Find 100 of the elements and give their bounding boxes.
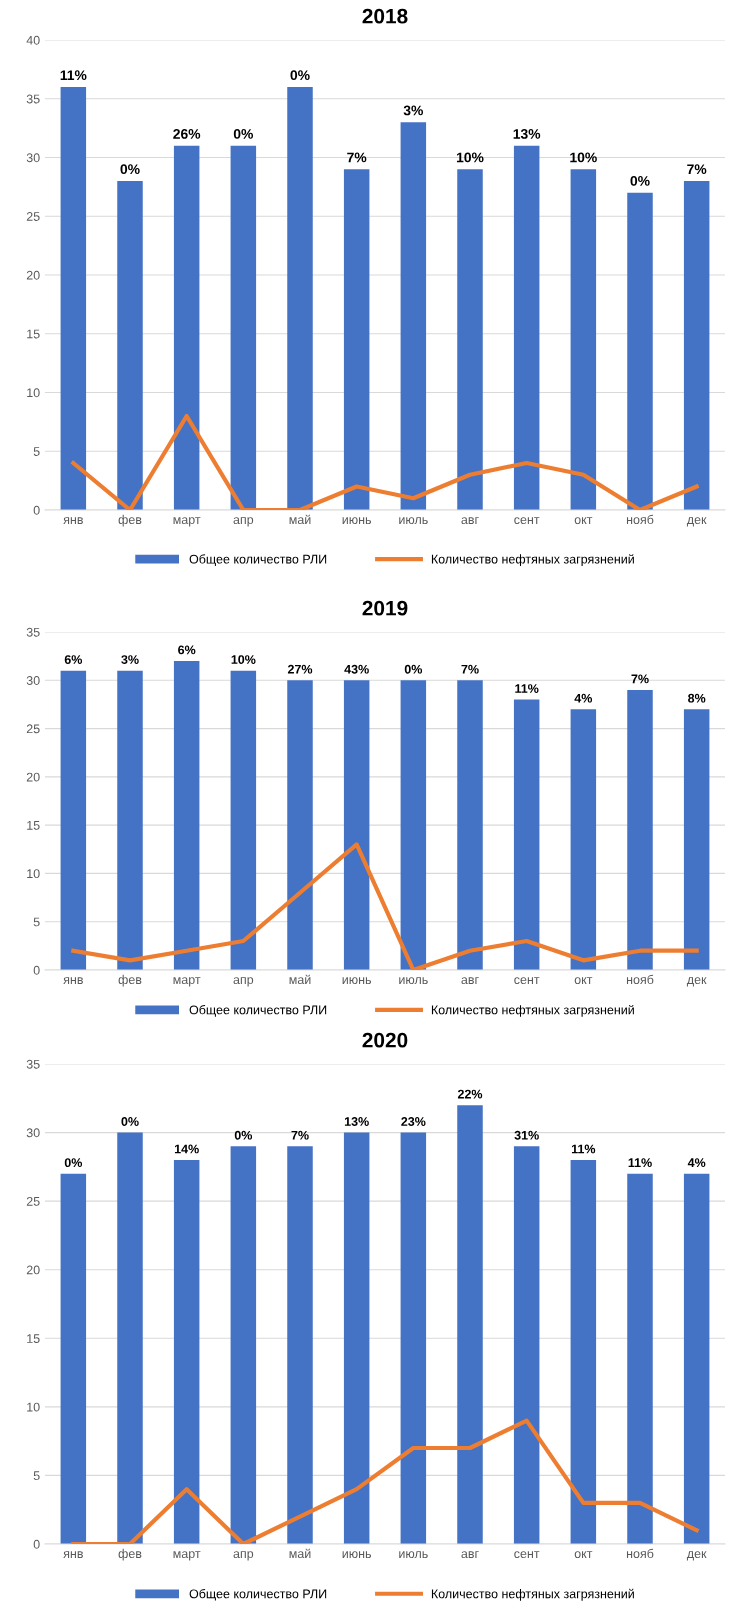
- annotation: 0%: [120, 164, 140, 175]
- x-tick-label: авг: [461, 977, 479, 985]
- x-tick-label: нояб: [626, 1548, 654, 1559]
- legend-label: Количество нефтяных загрязнений: [431, 1588, 634, 1601]
- bar: [400, 680, 427, 970]
- annotation: 10%: [456, 152, 484, 163]
- y-tick-label: 35: [26, 627, 40, 637]
- annotation: 8%: [688, 693, 706, 703]
- bar: [683, 181, 710, 510]
- bar: [117, 670, 143, 970]
- annotation: 0%: [233, 129, 253, 139]
- annotation: 3%: [403, 105, 423, 116]
- x-tick-label: нояб: [626, 974, 654, 985]
- bar: [400, 122, 427, 510]
- y-tick-label: 15: [27, 821, 40, 830]
- x-tick-label: сент: [514, 977, 540, 985]
- annotation: 0%: [404, 664, 423, 674]
- annotation: 10%: [231, 655, 256, 664]
- y-tick-label: 30: [26, 1128, 40, 1138]
- chart-title: 2018: [362, 8, 408, 24]
- bar: [683, 1173, 710, 1544]
- x-tick-label: окт: [574, 517, 593, 525]
- x-tick-label: фев: [118, 974, 142, 987]
- chart-title: 2019: [362, 600, 408, 616]
- x-tick-label: авг: [461, 517, 479, 525]
- x-tick-label: нояб: [626, 514, 654, 525]
- annotation: 0%: [64, 1158, 83, 1168]
- x-tick-label: июнь: [342, 1551, 372, 1559]
- bar: [230, 145, 257, 510]
- bar: [513, 1146, 540, 1544]
- y-tick-label: 25: [26, 1196, 40, 1206]
- x-tick-label: июнь: [342, 977, 372, 985]
- bar: [570, 709, 597, 970]
- bar: [457, 1105, 483, 1544]
- x-tick-label: июнь: [342, 517, 372, 525]
- bar: [400, 1132, 427, 1544]
- y-tick-label: 5: [33, 917, 40, 927]
- annotation: 10%: [570, 152, 597, 163]
- x-tick-label: янв: [63, 1551, 83, 1558]
- y-tick-label: 10: [27, 1402, 40, 1412]
- annotation: 0%: [234, 1130, 253, 1140]
- y-tick-label: 20: [26, 1265, 40, 1275]
- y-tick-label: 40: [26, 35, 40, 45]
- bar: [570, 1160, 597, 1544]
- y-tick-label: 25: [26, 724, 40, 734]
- y-tick-label: 5: [33, 447, 40, 456]
- bar: [287, 87, 313, 510]
- x-tick-label: фев: [118, 514, 142, 527]
- x-tick-label: март: [173, 977, 201, 987]
- y-tick-label: 35: [26, 1059, 40, 1069]
- line-series: [71, 842, 699, 970]
- legend-label: Общее количество РЛИ: [189, 1005, 327, 1017]
- legend-label: Количество нефтяных загрязнений: [431, 554, 634, 567]
- legend-label: Общее количество РЛИ: [189, 1588, 327, 1601]
- bar: [343, 680, 370, 970]
- annotation: 43%: [344, 664, 369, 674]
- bar: [457, 169, 483, 510]
- x-tick-label: сент: [514, 1551, 540, 1559]
- annotation: 13%: [513, 129, 541, 139]
- x-tick-label: июль: [399, 977, 428, 985]
- annotation: 11%: [60, 70, 87, 81]
- x-tick-label: дек: [686, 517, 707, 527]
- x-tick-label: авг: [461, 1551, 479, 1559]
- annotation: 7%: [291, 1130, 309, 1140]
- x-tick-label: май: [289, 514, 311, 525]
- x-tick-label: май: [289, 974, 311, 985]
- legend-label: Общее количество РЛИ: [189, 554, 327, 566]
- x-tick-label: дек: [686, 1551, 707, 1561]
- x-tick-label: март: [173, 517, 201, 527]
- x-tick-label: апр: [233, 1551, 254, 1561]
- y-tick-label: 15: [27, 1334, 40, 1343]
- x-tick-label: июль: [399, 517, 428, 525]
- annotation: 6%: [178, 645, 196, 655]
- x-tick-label: янв: [63, 977, 83, 984]
- annotation: 7%: [347, 152, 367, 163]
- annotation: 7%: [687, 164, 707, 175]
- y-tick-label: 10: [27, 869, 40, 879]
- y-tick-label: 0: [33, 1539, 40, 1549]
- annotation: 11%: [515, 684, 539, 693]
- annotation: 22%: [457, 1089, 483, 1099]
- bar: [513, 699, 540, 970]
- bar: [287, 680, 313, 970]
- bar: [173, 1160, 200, 1544]
- annotation: 11%: [628, 1158, 652, 1168]
- bar: [627, 192, 653, 510]
- bar: [287, 1146, 313, 1544]
- y-tick-label: 35: [26, 94, 40, 104]
- bar: [230, 670, 257, 970]
- bar: [627, 1173, 653, 1544]
- y-tick-label: 20: [26, 270, 40, 280]
- annotation: 13%: [344, 1117, 369, 1126]
- annotation: 3%: [121, 655, 139, 665]
- x-tick-label: окт: [574, 1551, 593, 1559]
- x-tick-label: окт: [574, 977, 593, 985]
- line-series: [71, 1418, 699, 1544]
- annotation: 31%: [514, 1130, 539, 1140]
- y-tick-label: 0: [33, 965, 40, 975]
- x-tick-label: апр: [233, 977, 254, 987]
- annotation: 0%: [121, 1117, 139, 1126]
- bar: [117, 181, 143, 510]
